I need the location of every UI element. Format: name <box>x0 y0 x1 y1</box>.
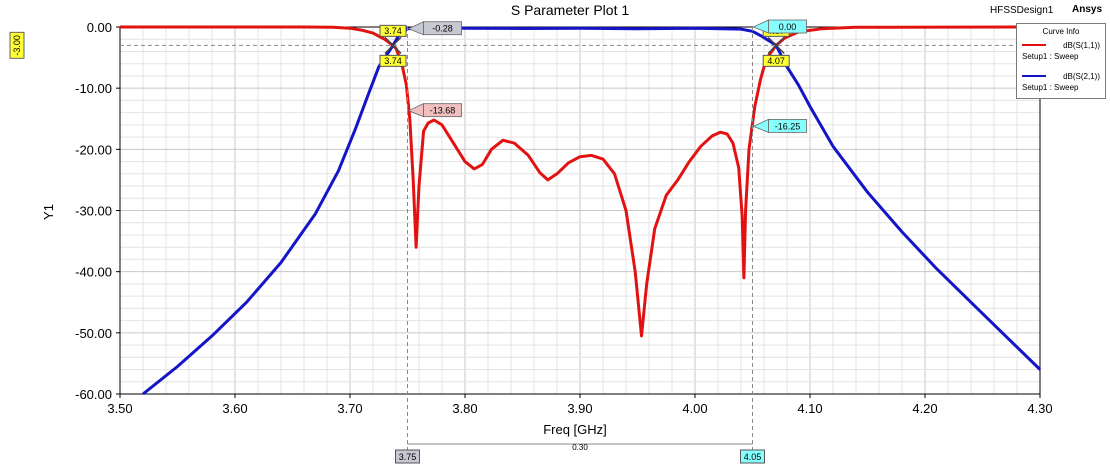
marker-vline-label-box <box>740 449 765 464</box>
crossing-label-lower: 4.07 <box>767 56 785 66</box>
y-axis-label: Y1 <box>41 204 56 220</box>
x-tick-label: 4.20 <box>912 401 937 416</box>
value-label: -16.25 <box>775 121 801 131</box>
x-axis-label: Freq [GHz] <box>543 422 607 437</box>
legend-item-s11[interactable]: dB(S(1,1)) Setup1 : Sweep <box>1020 41 1102 63</box>
legend-setup-s11: Setup1 : Sweep <box>1022 52 1079 61</box>
axis-layer: 3.50 3.60 3.70 3.80 3.90 4.00 4.10 4.20 4.30 0.00… <box>75 20 1053 416</box>
crossing-marker <box>767 36 785 54</box>
value-label: -13.68 <box>430 106 456 116</box>
legend-swatch-s21 <box>1022 75 1046 77</box>
x-tick-label: 4.10 <box>797 401 822 416</box>
x-tick-label: 3.50 <box>107 401 132 416</box>
x-tick-label: 3.90 <box>567 401 592 416</box>
value-label: -0.28 <box>432 24 453 34</box>
marker-vline-label: 3.75 <box>399 452 417 462</box>
marker-vline-label: 4.05 <box>744 452 762 462</box>
design-name-label: HFSSDesign1 <box>990 5 1054 16</box>
chart-title: S Parameter Plot 1 <box>511 2 629 18</box>
value-label-box <box>768 19 807 34</box>
crossing-label-lower-box <box>762 54 790 67</box>
series-line-s11 <box>120 25 1041 338</box>
x-tick-label: 4.00 <box>682 401 707 416</box>
series-line-s21 <box>142 26 1042 396</box>
crossing-label-upper-box <box>379 24 407 37</box>
y-tick-label: -50.00 <box>75 326 112 341</box>
crossing-marker <box>384 36 402 54</box>
crossing-label-lower-box <box>379 54 407 67</box>
legend-setup-s21: Setup1 : Sweep <box>1022 83 1079 92</box>
value-label-box <box>423 103 462 118</box>
x-tick-label: 4.30 <box>1027 401 1052 416</box>
curve-info-title: Curve Info <box>1042 27 1080 36</box>
legend-item-s21[interactable]: dB(S(2,1)) Setup1 : Sweep <box>1020 72 1102 94</box>
curve-info-legend[interactable]: Curve Info dB(S(1,1)) Setup1 : Sweep dB(… <box>1016 23 1106 99</box>
value-label: 0.00 <box>779 22 797 32</box>
value-label-box <box>768 118 807 133</box>
legend-name-s21: dB(S(2,1)) <box>1063 72 1100 81</box>
value-label-box <box>423 21 462 36</box>
x-tick-label: 3.60 <box>222 401 247 416</box>
x-tick-label: 3.70 <box>337 401 362 416</box>
y-tick-label: -20.00 <box>75 142 112 157</box>
hline-label-text: -3.00 <box>12 35 22 56</box>
delta-label: 0.30 <box>572 443 588 452</box>
hline-label: -3.00 <box>9 31 25 59</box>
y-tick-label: -40.00 <box>75 265 112 280</box>
vendor-label: Ansys <box>1072 4 1103 15</box>
series-layer <box>120 25 1042 396</box>
x-tick-label: 3.80 <box>452 401 477 416</box>
crossing-label-upper: 3.74 <box>384 26 402 36</box>
y-tick-label: -10.00 <box>75 81 112 96</box>
marker-vline-label-box <box>395 449 420 464</box>
grid-layer <box>119 26 1041 395</box>
y-tick-label: -30.00 <box>75 204 112 219</box>
y-tick-label: -60.00 <box>75 387 112 402</box>
crossing-label-lower: 3.74 <box>384 56 402 66</box>
hline-label-box <box>9 31 25 59</box>
legend-swatch-s11 <box>1022 44 1046 46</box>
legend-name-s11: dB(S(1,1)) <box>1063 41 1100 50</box>
y-tick-label: 0.00 <box>87 20 112 35</box>
marker-layer: -3.003.743.744.074.073.754.050.30-0.280.… <box>9 19 1040 464</box>
